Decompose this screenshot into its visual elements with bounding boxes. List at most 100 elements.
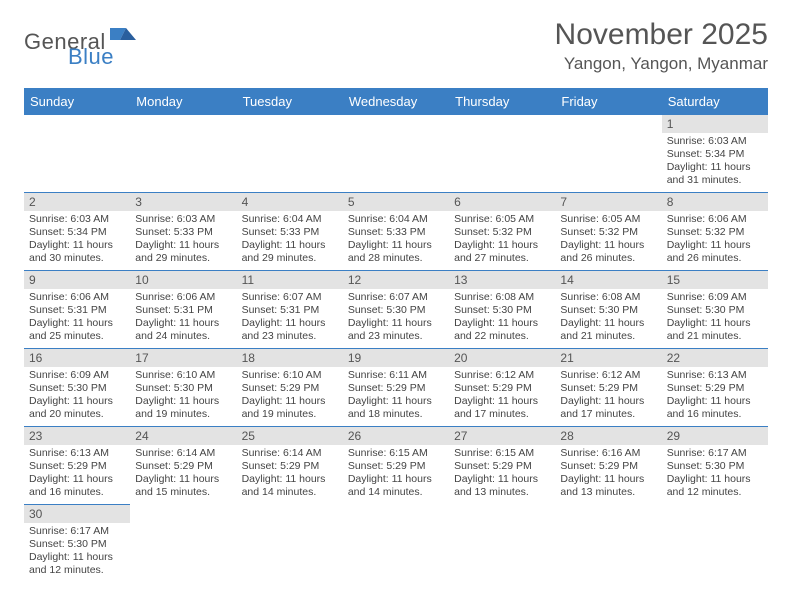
calendar-cell xyxy=(237,115,343,193)
day-number: 3 xyxy=(130,193,236,211)
day-number: 15 xyxy=(662,271,768,289)
calendar-cell: 13Sunrise: 6:08 AMSunset: 5:30 PMDayligh… xyxy=(449,271,555,349)
day-number: 5 xyxy=(343,193,449,211)
day-data: Sunrise: 6:07 AMSunset: 5:30 PMDaylight:… xyxy=(343,289,449,346)
day-data: Sunrise: 6:04 AMSunset: 5:33 PMDaylight:… xyxy=(343,211,449,268)
day-number xyxy=(343,115,449,133)
day-number: 26 xyxy=(343,427,449,445)
dayname-friday: Friday xyxy=(555,89,661,115)
calendar-cell: 26Sunrise: 6:15 AMSunset: 5:29 PMDayligh… xyxy=(343,427,449,505)
calendar-row: 9Sunrise: 6:06 AMSunset: 5:31 PMDaylight… xyxy=(24,271,768,349)
day-data: Sunrise: 6:03 AMSunset: 5:34 PMDaylight:… xyxy=(662,133,768,190)
day-number: 16 xyxy=(24,349,130,367)
day-data: Sunrise: 6:12 AMSunset: 5:29 PMDaylight:… xyxy=(555,367,661,424)
month-title: November 2025 xyxy=(555,18,768,52)
day-number: 11 xyxy=(237,271,343,289)
day-number: 24 xyxy=(130,427,236,445)
day-number xyxy=(237,115,343,133)
calendar-cell: 24Sunrise: 6:14 AMSunset: 5:29 PMDayligh… xyxy=(130,427,236,505)
day-number: 22 xyxy=(662,349,768,367)
day-number xyxy=(343,505,449,523)
dayname-sunday: Sunday xyxy=(24,89,130,115)
calendar-cell: 5Sunrise: 6:04 AMSunset: 5:33 PMDaylight… xyxy=(343,193,449,271)
day-number: 17 xyxy=(130,349,236,367)
calendar-cell xyxy=(662,505,768,583)
calendar-cell: 1Sunrise: 6:03 AMSunset: 5:34 PMDaylight… xyxy=(662,115,768,193)
day-number xyxy=(449,505,555,523)
day-number: 29 xyxy=(662,427,768,445)
calendar-cell: 29Sunrise: 6:17 AMSunset: 5:30 PMDayligh… xyxy=(662,427,768,505)
location: Yangon, Yangon, Myanmar xyxy=(555,54,768,74)
day-data: Sunrise: 6:03 AMSunset: 5:34 PMDaylight:… xyxy=(24,211,130,268)
calendar-cell: 19Sunrise: 6:11 AMSunset: 5:29 PMDayligh… xyxy=(343,349,449,427)
calendar-cell xyxy=(343,505,449,583)
calendar-row: 1Sunrise: 6:03 AMSunset: 5:34 PMDaylight… xyxy=(24,115,768,193)
day-number: 28 xyxy=(555,427,661,445)
dayname-tuesday: Tuesday xyxy=(237,89,343,115)
calendar-cell: 30Sunrise: 6:17 AMSunset: 5:30 PMDayligh… xyxy=(24,505,130,583)
day-data: Sunrise: 6:06 AMSunset: 5:32 PMDaylight:… xyxy=(662,211,768,268)
day-data: Sunrise: 6:11 AMSunset: 5:29 PMDaylight:… xyxy=(343,367,449,424)
day-number: 19 xyxy=(343,349,449,367)
day-data: Sunrise: 6:04 AMSunset: 5:33 PMDaylight:… xyxy=(237,211,343,268)
day-number: 23 xyxy=(24,427,130,445)
calendar-cell: 14Sunrise: 6:08 AMSunset: 5:30 PMDayligh… xyxy=(555,271,661,349)
calendar-cell xyxy=(130,115,236,193)
calendar-row: 30Sunrise: 6:17 AMSunset: 5:30 PMDayligh… xyxy=(24,505,768,583)
calendar-cell: 12Sunrise: 6:07 AMSunset: 5:30 PMDayligh… xyxy=(343,271,449,349)
day-data: Sunrise: 6:13 AMSunset: 5:29 PMDaylight:… xyxy=(24,445,130,502)
calendar-cell: 2Sunrise: 6:03 AMSunset: 5:34 PMDaylight… xyxy=(24,193,130,271)
calendar-cell: 6Sunrise: 6:05 AMSunset: 5:32 PMDaylight… xyxy=(449,193,555,271)
calendar-row: 16Sunrise: 6:09 AMSunset: 5:30 PMDayligh… xyxy=(24,349,768,427)
calendar-cell: 18Sunrise: 6:10 AMSunset: 5:29 PMDayligh… xyxy=(237,349,343,427)
day-number xyxy=(130,505,236,523)
day-data: Sunrise: 6:14 AMSunset: 5:29 PMDaylight:… xyxy=(130,445,236,502)
calendar-cell: 25Sunrise: 6:14 AMSunset: 5:29 PMDayligh… xyxy=(237,427,343,505)
day-data: Sunrise: 6:12 AMSunset: 5:29 PMDaylight:… xyxy=(449,367,555,424)
day-number: 4 xyxy=(237,193,343,211)
day-data: Sunrise: 6:15 AMSunset: 5:29 PMDaylight:… xyxy=(449,445,555,502)
calendar-cell: 8Sunrise: 6:06 AMSunset: 5:32 PMDaylight… xyxy=(662,193,768,271)
day-number xyxy=(24,115,130,133)
day-data: Sunrise: 6:05 AMSunset: 5:32 PMDaylight:… xyxy=(449,211,555,268)
day-data: Sunrise: 6:10 AMSunset: 5:30 PMDaylight:… xyxy=(130,367,236,424)
day-number: 12 xyxy=(343,271,449,289)
day-data: Sunrise: 6:15 AMSunset: 5:29 PMDaylight:… xyxy=(343,445,449,502)
calendar-table: SundayMondayTuesdayWednesdayThursdayFrid… xyxy=(24,88,768,583)
dayname-saturday: Saturday xyxy=(662,89,768,115)
calendar-cell xyxy=(555,115,661,193)
logo-text-blue-wrap: Blue xyxy=(68,44,114,70)
calendar-cell: 28Sunrise: 6:16 AMSunset: 5:29 PMDayligh… xyxy=(555,427,661,505)
logo-text-blue: Blue xyxy=(68,44,114,69)
day-number: 14 xyxy=(555,271,661,289)
day-number: 30 xyxy=(24,505,130,523)
day-data: Sunrise: 6:06 AMSunset: 5:31 PMDaylight:… xyxy=(130,289,236,346)
day-data: Sunrise: 6:09 AMSunset: 5:30 PMDaylight:… xyxy=(24,367,130,424)
day-number: 13 xyxy=(449,271,555,289)
calendar-cell: 17Sunrise: 6:10 AMSunset: 5:30 PMDayligh… xyxy=(130,349,236,427)
calendar-cell xyxy=(130,505,236,583)
calendar-cell xyxy=(449,115,555,193)
day-number xyxy=(237,505,343,523)
calendar-cell xyxy=(237,505,343,583)
day-number xyxy=(555,505,661,523)
title-block: November 2025 Yangon, Yangon, Myanmar xyxy=(555,18,768,74)
day-number xyxy=(555,115,661,133)
calendar-head: SundayMondayTuesdayWednesdayThursdayFrid… xyxy=(24,89,768,115)
dayname-wednesday: Wednesday xyxy=(343,89,449,115)
calendar-cell: 20Sunrise: 6:12 AMSunset: 5:29 PMDayligh… xyxy=(449,349,555,427)
calendar-body: 1Sunrise: 6:03 AMSunset: 5:34 PMDaylight… xyxy=(24,115,768,583)
day-number: 1 xyxy=(662,115,768,133)
dayname-monday: Monday xyxy=(130,89,236,115)
day-number xyxy=(130,115,236,133)
day-data: Sunrise: 6:03 AMSunset: 5:33 PMDaylight:… xyxy=(130,211,236,268)
day-number xyxy=(449,115,555,133)
dayname-thursday: Thursday xyxy=(449,89,555,115)
day-data: Sunrise: 6:17 AMSunset: 5:30 PMDaylight:… xyxy=(662,445,768,502)
day-data: Sunrise: 6:07 AMSunset: 5:31 PMDaylight:… xyxy=(237,289,343,346)
day-number: 25 xyxy=(237,427,343,445)
day-number: 8 xyxy=(662,193,768,211)
calendar-cell: 7Sunrise: 6:05 AMSunset: 5:32 PMDaylight… xyxy=(555,193,661,271)
day-data: Sunrise: 6:09 AMSunset: 5:30 PMDaylight:… xyxy=(662,289,768,346)
day-number: 9 xyxy=(24,271,130,289)
